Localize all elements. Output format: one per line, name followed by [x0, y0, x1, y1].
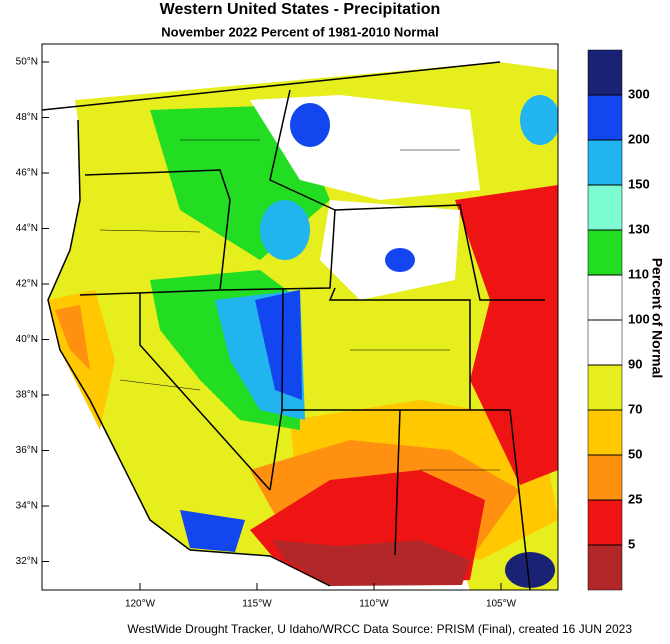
title: Western United States - Precipitation: [160, 1, 441, 18]
colorbar-bin: [587, 274, 623, 321]
lat-label: 40°N: [16, 334, 38, 345]
colorbar-bin: [587, 364, 623, 411]
map: [41, 43, 559, 591]
colorbar-bin: [587, 454, 623, 501]
colorbar-bin: [587, 184, 623, 231]
colorbar-label: Percent of Normal: [649, 258, 665, 379]
colorbar-tick-label: 130: [628, 221, 650, 236]
colorbar-tick-label: 25: [628, 491, 642, 506]
lat-label: 48°N: [16, 112, 38, 123]
lat-label: 36°N: [16, 445, 38, 456]
lat-label: 32°N: [16, 556, 38, 567]
colorbar-tick-label: 90: [628, 356, 642, 371]
colorbar-tick-label: 110: [628, 266, 649, 281]
colorbar-tick-label: 300: [628, 86, 650, 101]
colorbar-bin: [587, 94, 623, 141]
lat-label: 50°N: [16, 57, 38, 68]
lon-label: 110°W: [359, 599, 389, 610]
subtitle: November 2022 Percent of 1981-2010 Norma…: [161, 24, 438, 39]
lat-label: 38°N: [16, 390, 38, 401]
lon-label: 115°W: [242, 599, 272, 610]
colorbar-bin: [587, 544, 623, 591]
lat-label: 46°N: [16, 168, 38, 179]
colorbar-tick-label: 50: [628, 446, 642, 461]
lon-label: 105°W: [486, 599, 517, 610]
colorbar-bin: [587, 319, 623, 366]
lon-label: 120°W: [125, 599, 156, 610]
colorbar-tick-label: 5: [628, 536, 635, 551]
colorbar-bin: [587, 139, 623, 186]
colorbar-tick-label: 100: [628, 311, 650, 326]
lat-label: 44°N: [16, 223, 38, 234]
footer: WestWide Drought Tracker, U Idaho/WRCC D…: [127, 622, 632, 636]
lat-label: 34°N: [16, 501, 38, 512]
colorbar-bin: [587, 49, 623, 96]
colorbar-tick-label: 150: [628, 176, 650, 191]
colorbar-bin: [587, 499, 623, 546]
colorbar-bin: [587, 409, 623, 456]
lat-label: 42°N: [16, 279, 38, 290]
colorbar-tick-label: 200: [628, 131, 650, 146]
colorbar-tick-label: 70: [628, 401, 642, 416]
colorbar-bin: [587, 229, 623, 276]
